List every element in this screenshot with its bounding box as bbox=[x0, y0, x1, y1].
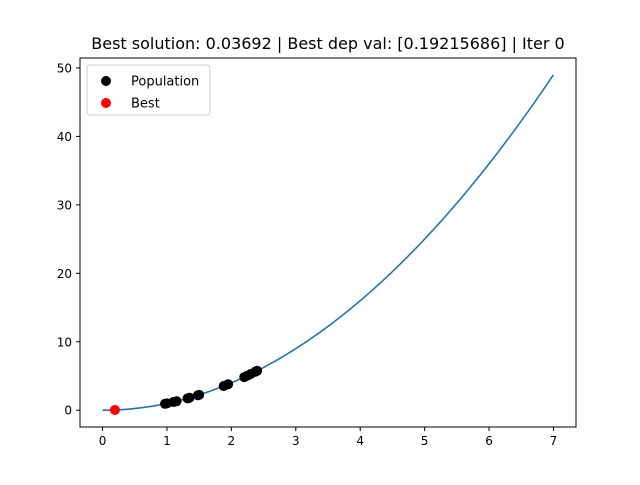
legend-label: Best bbox=[131, 97, 160, 112]
legend-marker bbox=[101, 76, 111, 86]
y-tick-label: 10 bbox=[57, 335, 72, 349]
population-point bbox=[171, 396, 182, 407]
y-tick-label: 40 bbox=[57, 130, 72, 144]
y-tick-label: 20 bbox=[57, 267, 72, 281]
plot-area bbox=[102, 74, 555, 415]
population-point bbox=[184, 392, 195, 403]
legend-marker bbox=[101, 98, 111, 108]
y-tick-label: 0 bbox=[64, 404, 72, 418]
legend: Population Best bbox=[86, 64, 211, 116]
x-tick-label: 1 bbox=[163, 434, 171, 448]
population-point bbox=[194, 389, 205, 400]
curve-line bbox=[102, 74, 555, 412]
y-tick-label: 50 bbox=[57, 61, 72, 75]
best-point bbox=[109, 404, 120, 415]
x-tick-label: 7 bbox=[550, 434, 558, 448]
population-point bbox=[252, 365, 263, 376]
population-point bbox=[223, 379, 234, 390]
x-tick-label: 5 bbox=[421, 434, 429, 448]
x-tick-label: 0 bbox=[99, 434, 107, 448]
chart-title: Best solution: 0.03692 | Best dep val: [… bbox=[91, 34, 564, 53]
axes-frame bbox=[79, 57, 577, 428]
legend-label: Population bbox=[131, 75, 199, 90]
legend-box bbox=[86, 64, 211, 116]
x-tick-label: 2 bbox=[228, 434, 236, 448]
x-tick-label: 4 bbox=[356, 434, 364, 448]
x-tick-label: 6 bbox=[485, 434, 493, 448]
axes: 0 1 2 3 4 5 6 7 0 10 20 30 40 50 bbox=[57, 57, 577, 448]
y-tick-label: 30 bbox=[57, 198, 72, 212]
x-tick-label: 3 bbox=[292, 434, 300, 448]
